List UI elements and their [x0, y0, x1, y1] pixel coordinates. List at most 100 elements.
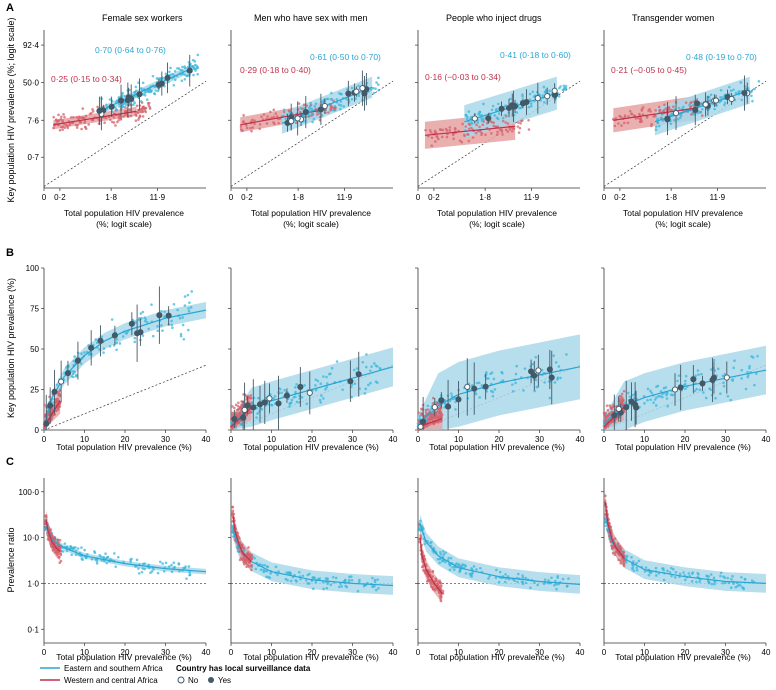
col-title-msm: Men who have sex with men	[254, 13, 368, 23]
data-point-esa	[464, 564, 467, 568]
y-tick-label: 75	[30, 305, 39, 314]
data-point-wca	[424, 410, 428, 414]
data-point-esa	[312, 587, 315, 591]
country-point	[671, 386, 679, 393]
data-point-esa	[156, 329, 160, 333]
data-point-esa	[156, 89, 160, 93]
data-point-esa	[684, 387, 687, 391]
data-point-wca	[435, 410, 439, 414]
data-point-esa	[561, 577, 565, 581]
data-point-esa	[141, 567, 145, 570]
xlabel-a-4-l2: (%; logit scale)	[655, 219, 711, 229]
data-point-esa	[196, 53, 200, 57]
data-point-wca	[500, 128, 504, 132]
data-point-esa	[284, 117, 288, 121]
y-tick-label: 0·7	[27, 153, 39, 162]
data-point-esa	[741, 586, 745, 590]
data-point-wca	[512, 126, 515, 130]
data-point-esa	[671, 567, 675, 571]
country-point	[241, 406, 248, 413]
data-point-esa	[521, 574, 524, 577]
data-point-esa	[491, 394, 495, 398]
country-point	[471, 115, 478, 122]
data-point-esa	[179, 332, 183, 336]
data-point-esa	[55, 383, 59, 387]
data-point-esa	[345, 97, 348, 101]
data-point-wca	[83, 116, 86, 120]
data-point-esa	[71, 372, 75, 376]
data-point-esa	[750, 94, 753, 98]
data-point-wca	[639, 116, 642, 120]
data-point-esa	[104, 552, 107, 555]
x-tick-label: 40	[762, 648, 771, 657]
data-point-esa	[170, 323, 174, 327]
data-point-esa	[191, 58, 195, 62]
data-point-esa	[102, 555, 105, 559]
data-point-wca	[231, 413, 235, 416]
data-point-wca	[44, 514, 48, 517]
data-point-esa	[709, 573, 713, 576]
data-point-esa	[81, 558, 84, 561]
data-point-wca	[437, 137, 440, 141]
country-point	[677, 384, 684, 391]
data-point-esa	[501, 379, 505, 382]
data-point-wca	[272, 108, 276, 112]
data-point-esa	[751, 99, 754, 103]
x-tick-label: 11·9	[150, 193, 166, 202]
data-point-esa	[643, 402, 646, 405]
data-point-esa	[557, 95, 561, 98]
data-point-esa	[746, 375, 750, 379]
data-point-wca	[618, 545, 622, 548]
data-point-wca	[517, 121, 520, 124]
country-point	[128, 320, 135, 327]
data-point-esa	[656, 117, 660, 121]
data-point-esa	[697, 373, 700, 376]
country-point	[471, 385, 478, 392]
data-point-esa	[86, 553, 89, 556]
data-point-wca	[230, 427, 233, 431]
data-point-esa	[69, 544, 72, 548]
data-point-wca	[249, 396, 253, 400]
data-point-wca	[58, 393, 62, 397]
data-point-esa	[488, 574, 491, 578]
data-point-wca	[467, 139, 471, 143]
data-point-esa	[345, 88, 349, 91]
data-point-esa	[358, 578, 361, 582]
data-point-esa	[331, 575, 335, 579]
data-point-esa	[328, 372, 331, 376]
data-point-wca	[84, 114, 88, 118]
data-point-esa	[305, 402, 309, 406]
data-point-esa	[376, 381, 379, 384]
data-point-wca	[91, 110, 95, 113]
data-point-esa	[678, 572, 682, 576]
data-point-esa	[732, 366, 735, 370]
data-point-esa	[256, 396, 260, 400]
data-point-wca	[448, 129, 452, 132]
country-point	[43, 420, 50, 427]
esa-fit-line	[45, 525, 207, 573]
data-point-esa	[376, 578, 379, 581]
panel-a-4: 0 0·2 1·8 11·9	[601, 30, 767, 202]
data-point-esa	[268, 576, 272, 580]
data-point-esa	[374, 588, 378, 592]
data-point-esa	[690, 580, 694, 583]
data-point-wca	[434, 140, 437, 143]
data-point-esa	[143, 567, 147, 571]
data-point-esa	[84, 556, 88, 560]
data-point-esa	[333, 104, 337, 108]
data-point-wca	[258, 127, 261, 131]
data-point-wca	[604, 494, 607, 498]
data-point-esa	[471, 571, 474, 575]
data-point-esa	[692, 103, 695, 107]
data-point-wca	[269, 110, 272, 114]
data-point-wca	[440, 419, 443, 423]
data-point-wca	[613, 537, 617, 540]
xlabel-a-1-l1: Total population HIV prevalence	[64, 208, 184, 218]
data-point-esa	[661, 113, 664, 116]
data-point-wca	[622, 559, 626, 562]
data-point-esa	[746, 371, 749, 374]
country-point	[125, 94, 132, 101]
esa-confidence-band	[420, 514, 580, 594]
data-point-esa	[744, 387, 748, 391]
data-point-wca	[245, 565, 248, 569]
